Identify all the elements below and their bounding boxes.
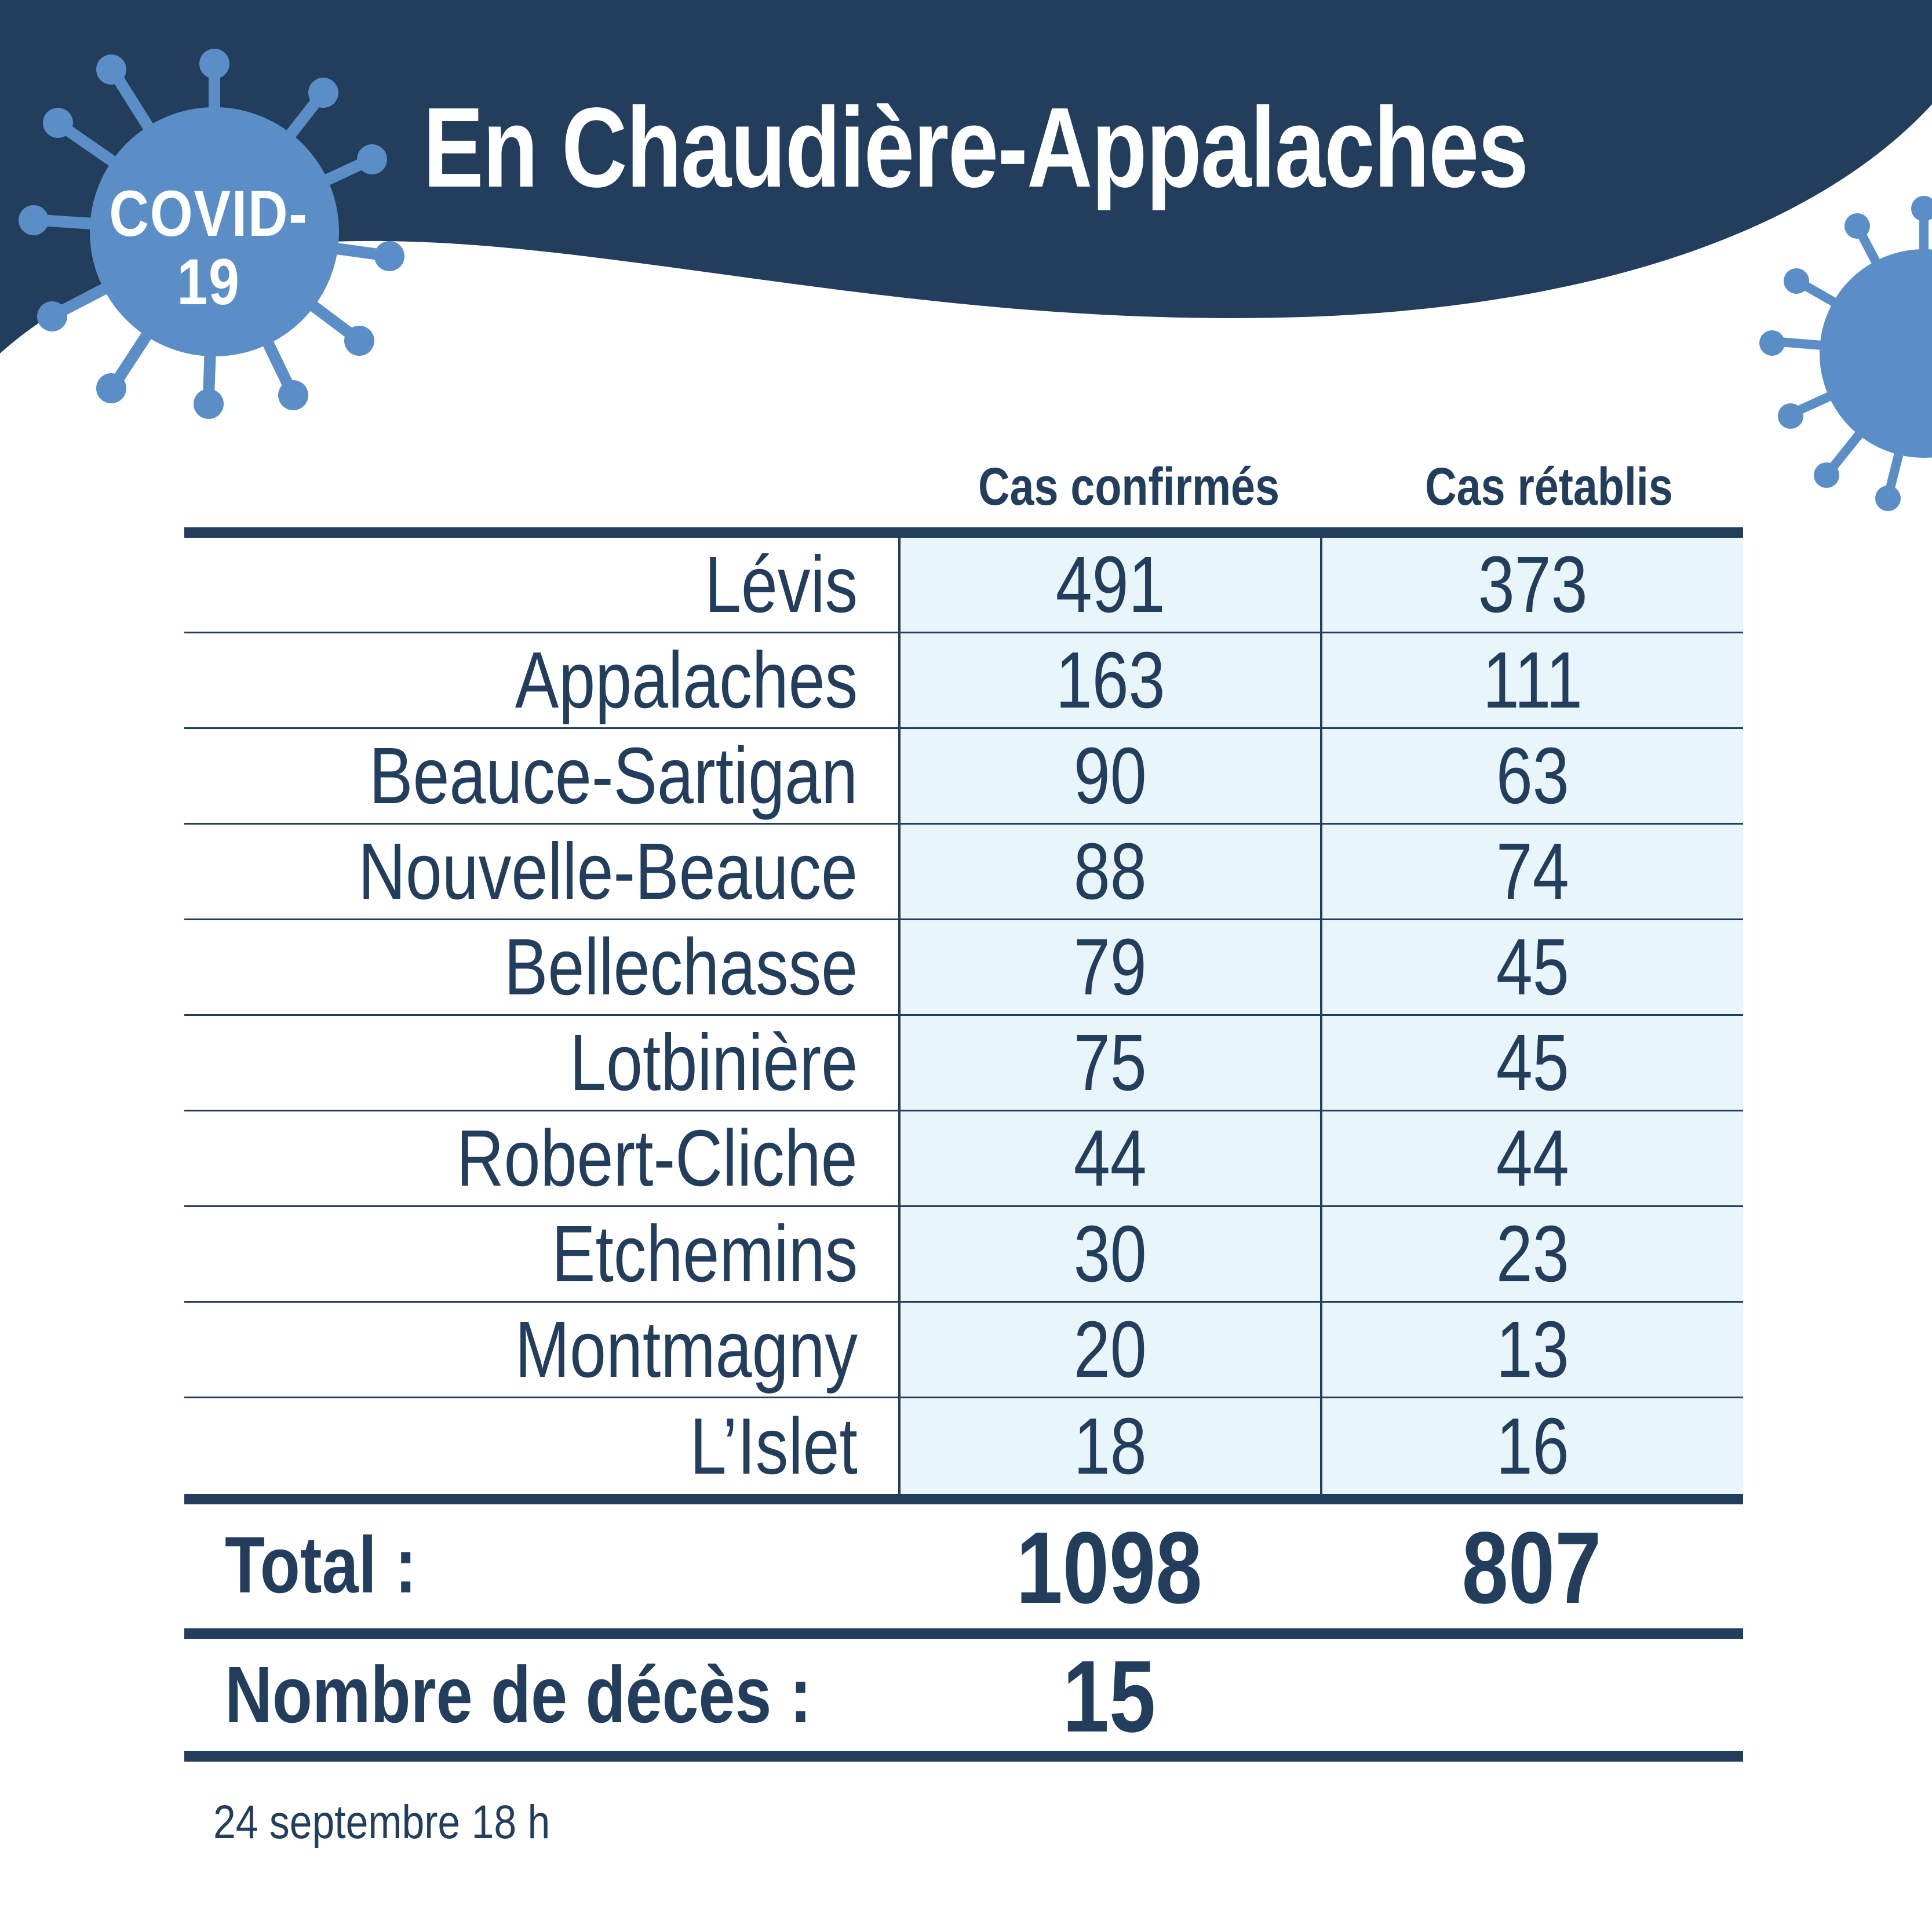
update-date: 24 septembre 18 h	[213, 1796, 551, 1849]
cases-recovered: 13	[1496, 1305, 1569, 1394]
cases-recovered: 63	[1496, 731, 1569, 821]
region-name: L’Islet	[690, 1401, 858, 1491]
cases-confirmed: 20	[1074, 1305, 1147, 1394]
cases-confirmed: 79	[1074, 923, 1147, 1012]
badge-line-1: COVID-	[109, 177, 308, 250]
table-row: Beauce-Sartigan 90 63	[184, 729, 1743, 825]
cases-confirmed: 163	[1055, 636, 1165, 725]
table-row: Appalaches 163 111	[184, 633, 1743, 729]
table-row: Lévis 491 373	[184, 538, 1743, 633]
table-row: Montmagny 20 13	[184, 1303, 1743, 1398]
total-label: Total :	[225, 1521, 417, 1610]
region-name: Nouvelle-Beauce	[358, 827, 858, 916]
virus-decoration-icon	[1759, 196, 1932, 511]
cases-confirmed: 491	[1055, 540, 1165, 629]
table-final-rule	[184, 1751, 1743, 1762]
region-name: Lotbinière	[569, 1018, 858, 1107]
table-row: L’Islet 18 16	[184, 1398, 1743, 1494]
total-bottom-rule	[184, 1628, 1743, 1639]
cases-recovered: 111	[1482, 636, 1583, 725]
region-name: Montmagny	[515, 1305, 858, 1394]
table-row: Lotbinière 75 45	[184, 1016, 1743, 1111]
total-row: Total : 1098 807	[184, 1504, 1743, 1628]
cases-recovered: 23	[1496, 1209, 1569, 1299]
deaths-label: Nombre de décès :	[225, 1650, 812, 1740]
region-name: Lévis	[704, 540, 858, 629]
region-name: Robert-Cliche	[457, 1114, 858, 1203]
cases-confirmed: 18	[1074, 1401, 1147, 1491]
region-name: Etchemins	[551, 1209, 858, 1299]
table-row: Robert-Cliche 44 44	[184, 1111, 1743, 1207]
cases-recovered: 45	[1496, 1018, 1569, 1107]
deaths-row: Nombre de décès : 15	[184, 1639, 1743, 1751]
table-column-headers: Cas confirmés Cas rétablis	[184, 440, 1743, 527]
virus-badge-icon	[19, 49, 404, 419]
deaths-count: 15	[1062, 1640, 1156, 1754]
table-body-bottom-rule	[184, 1494, 1743, 1504]
header-wave-background	[0, 0, 1932, 353]
page-title: En Chaudière-Appalaches	[423, 84, 1529, 211]
cases-confirmed: 44	[1074, 1114, 1147, 1203]
cases-recovered: 45	[1496, 923, 1569, 1012]
cases-table: Cas confirmés Cas rétablis Lévis 491 373…	[184, 440, 1743, 1762]
table-row: Etchemins 30 23	[184, 1207, 1743, 1303]
column-header-confirmes: Cas confirmés	[978, 457, 1280, 516]
region-name: Beauce-Sartigan	[369, 731, 858, 821]
cases-confirmed: 30	[1074, 1209, 1147, 1299]
table-body: Lévis 491 373 Appalaches 163 111 Beauce-…	[184, 538, 1743, 1494]
cases-confirmed: 75	[1074, 1018, 1147, 1107]
badge-line-2: 19	[177, 246, 240, 318]
cases-confirmed: 88	[1074, 827, 1147, 916]
covid-19-badge: COVID- 19	[105, 180, 312, 316]
table-top-rule	[184, 527, 1743, 538]
column-header-retablis: Cas rétablis	[1425, 457, 1673, 516]
cases-recovered: 373	[1478, 540, 1588, 629]
total-confirmed: 1098	[1016, 1511, 1202, 1625]
table-row: Nouvelle-Beauce 88 74	[184, 825, 1743, 920]
table-row: Bellechasse 79 45	[184, 920, 1743, 1016]
region-name: Appalaches	[515, 636, 858, 725]
region-name: Bellechasse	[504, 923, 858, 1012]
total-recovered: 807	[1461, 1511, 1602, 1625]
cases-recovered: 16	[1496, 1401, 1569, 1491]
cases-recovered: 74	[1496, 827, 1569, 916]
cases-recovered: 44	[1496, 1114, 1569, 1203]
cases-confirmed: 90	[1074, 731, 1147, 821]
